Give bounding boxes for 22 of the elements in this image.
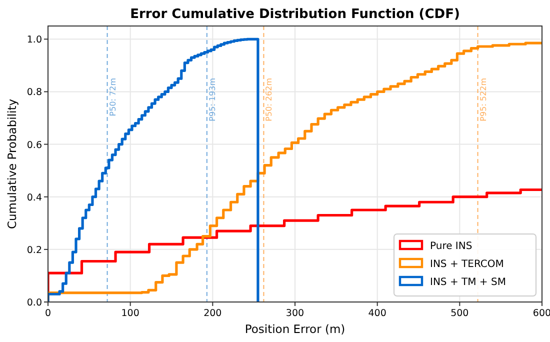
x-tick-label: 200 <box>204 308 222 319</box>
x-tick-label: 300 <box>286 308 304 319</box>
ref-line-label: P50: 262m <box>264 78 274 122</box>
chart-title: Error Cumulative Distribution Function (CDF) <box>130 7 460 22</box>
legend-label: Pure INS <box>430 241 472 252</box>
x-tick-label: 100 <box>121 308 140 319</box>
x-tick-label: 500 <box>450 308 469 319</box>
x-tick-label: 400 <box>368 308 386 319</box>
y-axis-title: Cumulative Probability <box>5 98 19 230</box>
y-tick-label: 0.6 <box>26 140 42 151</box>
ref-line-label: P50: 72m <box>108 78 118 116</box>
y-tick-label: 0.0 <box>26 298 42 308</box>
x-tick-label: 0 <box>44 308 52 319</box>
y-tick-label: 0.4 <box>26 192 42 204</box>
y-tick-label: 1.0 <box>26 34 42 46</box>
legend-label: INS + TM + SM <box>430 277 506 288</box>
y-tick-label: 0.8 <box>26 87 42 98</box>
ref-line-label: P95: 193m <box>208 78 217 122</box>
y-tick-label: 0.2 <box>26 244 42 256</box>
legend-label: INS + TERCOM <box>430 259 504 270</box>
ref-line-label: P95: 522m <box>478 78 488 122</box>
x-axis-title: Position Error (m) <box>244 322 346 336</box>
